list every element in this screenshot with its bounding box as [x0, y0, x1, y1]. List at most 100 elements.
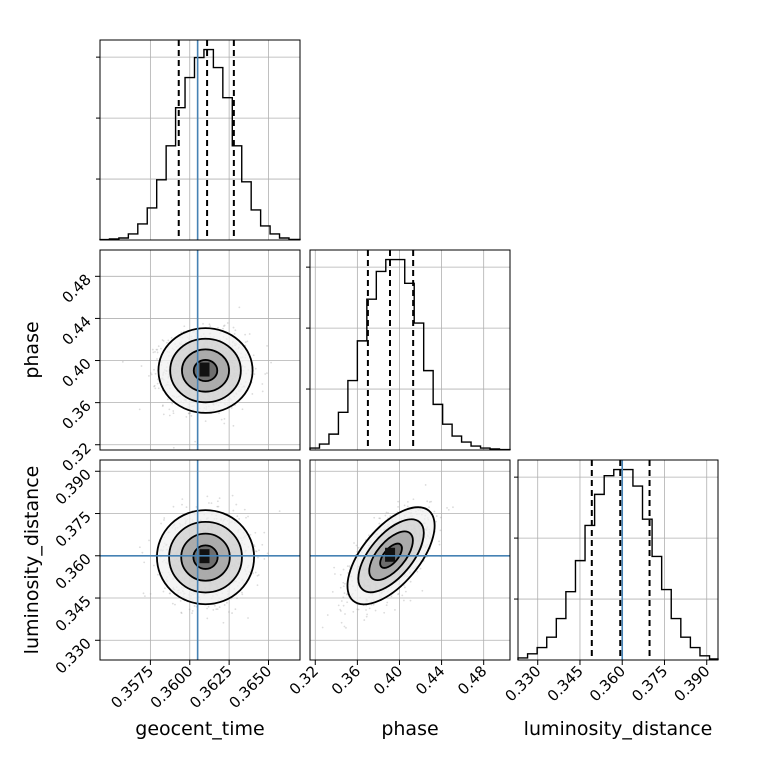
sample-point	[264, 373, 267, 375]
sample-point	[397, 593, 399, 596]
sample-point	[365, 609, 367, 611]
sample-point	[162, 590, 165, 593]
sample-point	[214, 604, 216, 607]
sample-point	[181, 503, 183, 506]
panel-frame	[309, 459, 511, 661]
sample-point	[246, 340, 249, 343]
histogram-panel-geocent_time	[96, 39, 301, 241]
y-tick-label: 0.360	[52, 550, 95, 593]
contour-level-0	[157, 327, 254, 414]
sample-point	[189, 412, 192, 415]
sample-point	[254, 531, 257, 534]
sample-point	[166, 398, 169, 401]
sample-point	[138, 408, 141, 411]
sample-point	[183, 325, 186, 328]
sample-point	[248, 333, 251, 335]
panel-frame	[99, 249, 301, 451]
sample-point	[357, 608, 360, 611]
sample-point	[342, 581, 345, 584]
y-tick-label: 0.44	[58, 313, 94, 349]
y-axis-label-luminosity_distance: luminosity_distance	[21, 466, 43, 655]
sample-point	[151, 348, 154, 351]
sample-point	[206, 607, 208, 610]
x-tick-label: 0.3625	[186, 662, 236, 712]
sample-point	[368, 534, 370, 537]
sample-point	[121, 360, 124, 363]
sample-point	[157, 345, 160, 348]
sample-point	[243, 508, 246, 511]
sample-point	[241, 408, 244, 411]
panel-frame	[309, 249, 511, 451]
sample-point	[257, 574, 260, 576]
sample-point	[339, 610, 342, 612]
sample-point	[402, 599, 405, 602]
x-tick-label: 0.3600	[147, 662, 197, 712]
sample-point	[216, 500, 219, 503]
x-axis-label-luminosity_distance: luminosity_distance	[524, 718, 713, 740]
sample-point	[397, 500, 400, 503]
density-peak	[385, 547, 396, 562]
sample-point	[403, 504, 406, 507]
contour-level-3	[192, 359, 219, 383]
sample-point	[244, 333, 247, 336]
x-axis-label-geocent_time: geocent_time	[135, 718, 264, 740]
sample-point	[232, 509, 235, 512]
sample-point	[215, 608, 218, 610]
contour-level-1	[169, 337, 242, 404]
y-tick-label: 0.375	[52, 508, 95, 551]
contour-level-1	[168, 520, 243, 594]
sample-point	[340, 621, 343, 624]
sample-point	[339, 573, 342, 576]
histogram-geocent_time	[99, 48, 301, 241]
sample-point	[428, 506, 430, 509]
sample-point	[226, 322, 229, 324]
sample-point	[208, 323, 211, 326]
sample-point	[149, 592, 152, 595]
sample-point	[255, 550, 258, 553]
sample-point	[256, 584, 259, 587]
y-tick-label: 0.330	[52, 634, 95, 677]
sample-point	[162, 413, 165, 416]
y-tick-label: 0.40	[58, 355, 94, 391]
sample-point	[202, 322, 204, 325]
sample-point	[334, 573, 336, 575]
sample-point	[172, 412, 175, 415]
sample-point	[216, 505, 219, 508]
sample-point	[169, 592, 172, 595]
sample-point	[438, 540, 440, 543]
sample-point	[256, 574, 259, 577]
sample-point	[228, 611, 230, 613]
sample-point	[390, 595, 393, 598]
sample-point	[232, 326, 235, 329]
contour-level-2	[181, 348, 230, 393]
sample-point	[222, 621, 225, 624]
sample-point	[156, 573, 159, 576]
sample-point	[162, 339, 165, 342]
sample-point	[261, 543, 264, 546]
sample-point	[355, 544, 358, 547]
sample-point	[366, 613, 368, 616]
sample-point	[241, 593, 244, 596]
sample-point	[218, 412, 220, 414]
x-tick-label: 0.330	[501, 662, 544, 705]
sample-point	[346, 565, 349, 568]
x-tick-label: 0.48	[454, 662, 490, 698]
y-tick-label: 0.345	[52, 592, 95, 635]
sample-point	[204, 420, 207, 423]
joint-panel-geocent_time-luminosity_distance	[99, 459, 301, 661]
x-tick-label: 0.36	[328, 662, 364, 698]
y-tick-label: 0.36	[58, 397, 94, 433]
sample-point	[383, 611, 386, 614]
sample-point	[218, 606, 221, 609]
sample-point	[254, 571, 257, 574]
sample-point	[251, 393, 254, 395]
sample-point	[333, 566, 336, 569]
sample-point	[401, 594, 404, 597]
sample-point	[278, 510, 281, 513]
sample-point	[385, 604, 388, 607]
sample-point	[389, 515, 392, 518]
sample-point	[345, 626, 347, 629]
sample-point	[210, 502, 213, 505]
contour-level-0	[156, 509, 256, 606]
